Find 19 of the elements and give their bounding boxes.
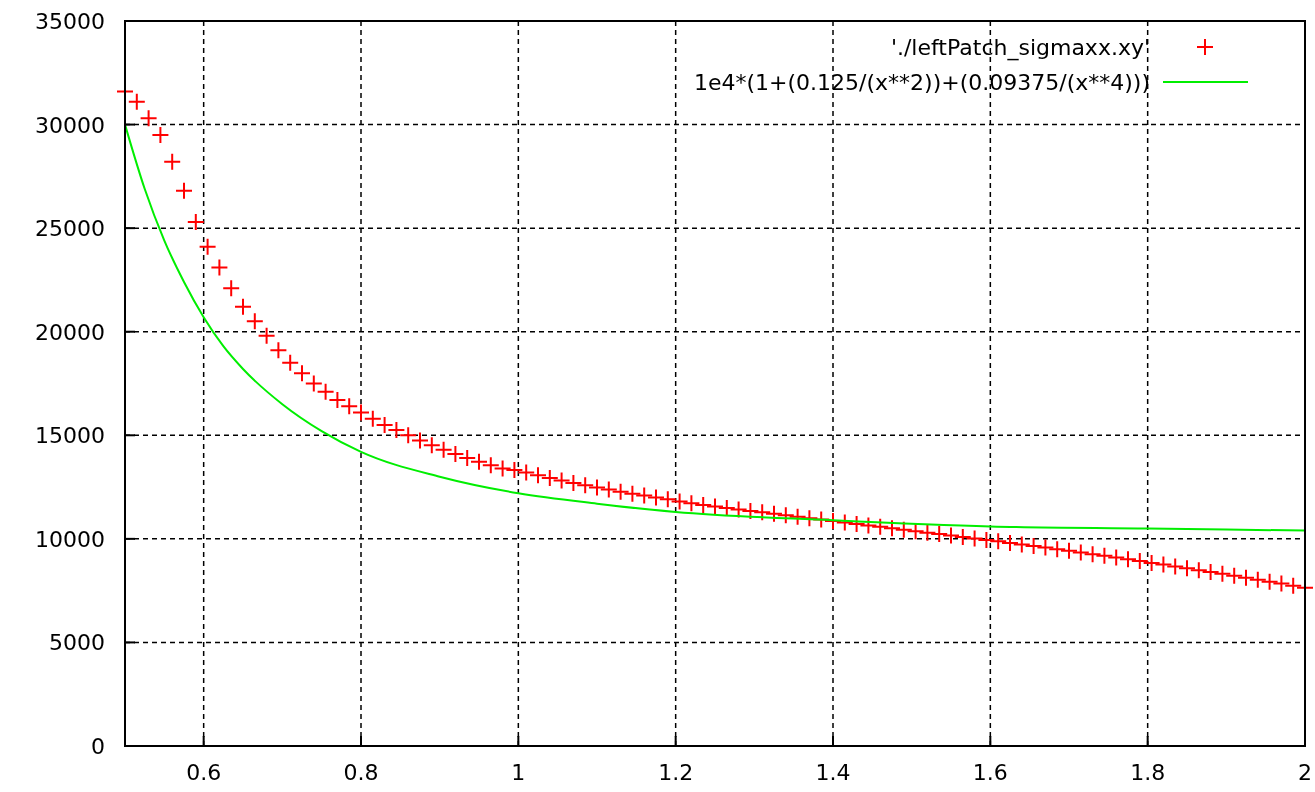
x-tick-label: 0.8 <box>343 760 379 785</box>
legend-label: 1e4*(1+(0.125/(x**2))+(0.09375/(x**4))) <box>693 70 1150 95</box>
x-tick-label: 2 <box>1298 760 1312 785</box>
legend-label: './leftPatch_sigmaxx.xy' <box>890 35 1150 61</box>
y-tick-label: 35000 <box>35 9 105 34</box>
y-tick-label: 10000 <box>35 526 105 552</box>
line-series <box>124 123 1306 532</box>
y-tick-label: 20000 <box>35 319 105 345</box>
y-tick-label: 0 <box>91 734 105 759</box>
y-tick-label: 15000 <box>35 423 105 449</box>
y-tick-label: 5000 <box>49 630 105 656</box>
x-tick-label: 1.8 <box>1130 760 1166 785</box>
y-tick-label: 25000 <box>35 216 105 242</box>
x-tick-label: 0.6 <box>186 760 222 785</box>
x-tick-label: 1 <box>511 760 526 785</box>
y-tick-label: 30000 <box>35 112 105 138</box>
x-tick-label: 1.6 <box>972 760 1008 785</box>
x-tick-label: 1.2 <box>658 760 694 785</box>
x-tick-label: 1.4 <box>815 760 851 785</box>
